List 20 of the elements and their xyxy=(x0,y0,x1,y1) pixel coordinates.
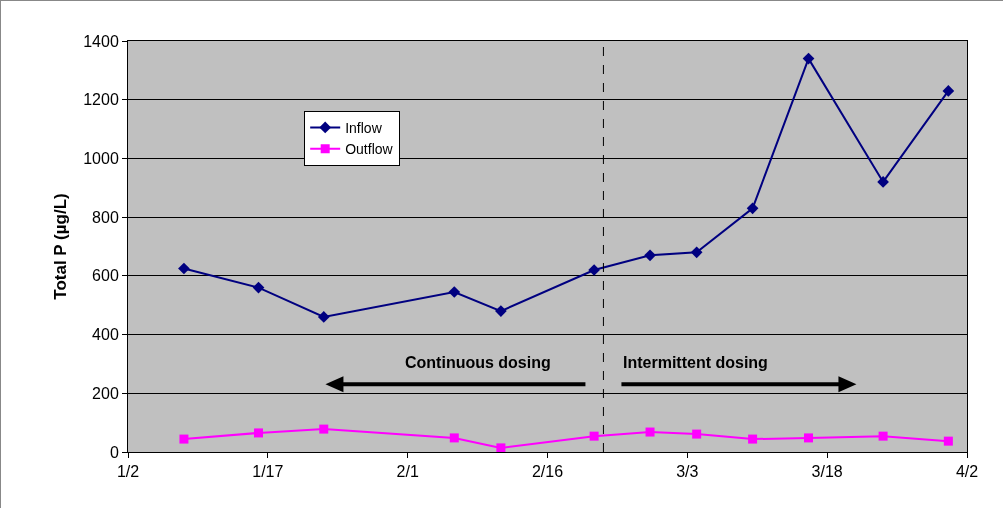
x-tick-label: 1/2 xyxy=(116,463,140,481)
legend-label: Inflow xyxy=(345,119,383,136)
y-tick-label: 600 xyxy=(92,267,119,285)
y-axis-title: Total P (µg/L) xyxy=(50,193,70,300)
x-tick-label: 3/3 xyxy=(676,463,699,481)
y-tick-label: 800 xyxy=(92,208,119,226)
y-tick-label: 1000 xyxy=(83,150,119,168)
x-tick-label: 3/18 xyxy=(811,463,843,481)
annotation: Continuous dosing xyxy=(405,354,551,371)
x-tick-label: 4/2 xyxy=(955,463,979,481)
legend-label: Outflow xyxy=(345,141,394,158)
y-tick-label: 1200 xyxy=(83,91,119,109)
y-tick-label: 1400 xyxy=(83,32,119,50)
y-tick-label: 0 xyxy=(109,443,119,461)
x-tick-label: 2/1 xyxy=(396,463,419,481)
y-tick-label: 400 xyxy=(92,326,119,344)
y-tick-label: 200 xyxy=(92,384,119,402)
x-tick-label: 2/16 xyxy=(531,463,564,481)
annotation: Intermittent dosing xyxy=(623,354,768,371)
x-tick-label: 1/17 xyxy=(252,463,284,481)
